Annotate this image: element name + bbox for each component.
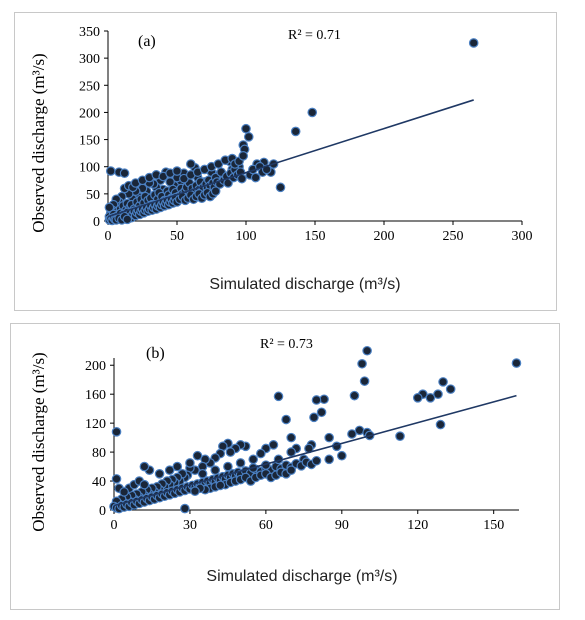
data-point-b bbox=[120, 488, 128, 496]
data-point-b bbox=[310, 413, 318, 421]
data-point-b bbox=[360, 377, 368, 385]
data-point-b bbox=[338, 452, 346, 460]
data-point-b bbox=[257, 449, 265, 457]
x-tick-label-a: 0 bbox=[105, 229, 112, 244]
data-point-b bbox=[426, 394, 434, 402]
x-axis-label-b: Simulated discharge (m³/s) bbox=[206, 568, 397, 585]
data-point-b bbox=[414, 394, 422, 402]
y-tick-label-a: 200 bbox=[79, 106, 100, 121]
data-point-b bbox=[325, 433, 333, 441]
panel-label-a: (a) bbox=[138, 33, 156, 50]
y-axis-label-b: Observed discharge (m³/s) bbox=[29, 352, 48, 531]
data-point-a bbox=[470, 39, 478, 47]
x-axis-label-a: Simulated discharge (m³/s) bbox=[209, 276, 400, 293]
x-tick-label-a: 250 bbox=[443, 229, 464, 244]
y-tick-label-a: 50 bbox=[86, 188, 100, 203]
data-point-b bbox=[140, 480, 148, 488]
data-point-b bbox=[249, 455, 257, 463]
y-tick-label-a: 100 bbox=[79, 161, 100, 176]
y-tick-label-b: 120 bbox=[85, 417, 106, 432]
data-point-b bbox=[211, 466, 219, 474]
data-point-a bbox=[187, 160, 195, 168]
trendline-b bbox=[114, 396, 516, 506]
data-point-b bbox=[224, 462, 232, 470]
x-tick-label-a: 150 bbox=[305, 229, 326, 244]
x-tick-label-b: 150 bbox=[483, 518, 504, 533]
data-point-b bbox=[198, 470, 206, 478]
panel-label-b: (b) bbox=[146, 345, 165, 362]
x-tick-label-b: 30 bbox=[183, 518, 197, 533]
r2-label-a: R² = 0.71 bbox=[288, 28, 341, 43]
plot-area-b: 0 30 60 90 120 150 0 40 80 120 160 200 bbox=[85, 347, 521, 533]
y-tick-label-b: 200 bbox=[85, 359, 106, 374]
data-point-b bbox=[436, 420, 444, 428]
data-point-b bbox=[350, 391, 358, 399]
data-point-a bbox=[211, 187, 219, 195]
y-tick-label-b: 0 bbox=[99, 504, 106, 519]
data-point-b bbox=[216, 481, 224, 489]
y-tick-label-a: 150 bbox=[79, 134, 100, 149]
data-point-b bbox=[274, 392, 282, 400]
data-point-a bbox=[239, 152, 247, 160]
data-point-b bbox=[396, 432, 404, 440]
x-tick-label-a: 200 bbox=[374, 229, 395, 244]
data-point-b bbox=[358, 360, 366, 368]
data-point-b bbox=[155, 470, 163, 478]
data-point-a bbox=[245, 133, 253, 141]
y-tick-label-b: 40 bbox=[92, 475, 106, 490]
y-tick-label-b: 160 bbox=[85, 388, 106, 403]
data-point-b bbox=[312, 396, 320, 404]
data-point-a bbox=[107, 167, 115, 175]
data-point-a bbox=[120, 169, 128, 177]
data-point-b bbox=[287, 466, 295, 474]
x-tick-label-a: 100 bbox=[236, 229, 257, 244]
data-point-b bbox=[282, 415, 290, 423]
data-point-a bbox=[238, 174, 246, 182]
x-tick-label-b: 60 bbox=[259, 518, 273, 533]
data-point-b bbox=[446, 385, 454, 393]
data-point-b bbox=[287, 433, 295, 441]
data-point-a bbox=[173, 167, 181, 175]
data-point-a bbox=[242, 125, 250, 133]
x-tick-label-b: 90 bbox=[335, 518, 349, 533]
data-point-b bbox=[191, 487, 199, 495]
data-point-a bbox=[123, 215, 131, 223]
data-point-b bbox=[317, 408, 325, 416]
plot-area-a: 0 50 100 150 200 250 300 0 50 100 150 200 250 300 350 bbox=[79, 25, 533, 244]
data-point-b bbox=[325, 455, 333, 463]
x-tick-label-a: 50 bbox=[170, 229, 184, 244]
data-point-b bbox=[312, 457, 320, 465]
data-point-a bbox=[276, 183, 284, 191]
data-point-b bbox=[140, 462, 148, 470]
data-point-b bbox=[173, 462, 181, 470]
data-point-a bbox=[308, 108, 316, 116]
y-tick-label-a: 300 bbox=[79, 52, 100, 67]
data-point-b bbox=[512, 359, 520, 367]
y-axis-label-a: Observed discharge (m³/s) bbox=[29, 53, 48, 232]
y-tick-label-a: 350 bbox=[79, 25, 100, 40]
data-point-b bbox=[363, 347, 371, 355]
data-point-b bbox=[236, 459, 244, 467]
data-point-b bbox=[287, 448, 295, 456]
data-point-b bbox=[439, 378, 447, 386]
data-point-b bbox=[181, 504, 189, 512]
data-point-b bbox=[112, 475, 120, 483]
r2-label-b: R² = 0.73 bbox=[260, 337, 313, 352]
x-tick-label-a: 300 bbox=[512, 229, 533, 244]
y-tick-label-a: 250 bbox=[79, 79, 100, 94]
trendline-a bbox=[108, 100, 474, 217]
data-point-b bbox=[348, 430, 356, 438]
data-point-a bbox=[291, 127, 299, 135]
data-point-b bbox=[112, 428, 120, 436]
data-point-b bbox=[186, 459, 194, 467]
data-point-b bbox=[226, 448, 234, 456]
data-point-b bbox=[193, 452, 201, 460]
y-tick-label-b: 80 bbox=[92, 446, 106, 461]
x-tick-label-b: 0 bbox=[111, 518, 118, 533]
y-tick-label-a: 0 bbox=[93, 215, 100, 230]
x-tick-label-b: 120 bbox=[407, 518, 428, 533]
